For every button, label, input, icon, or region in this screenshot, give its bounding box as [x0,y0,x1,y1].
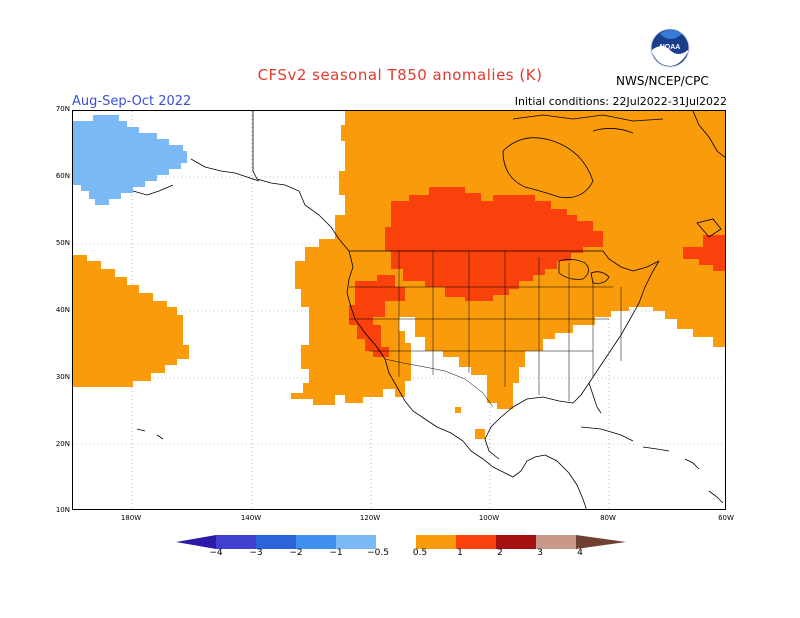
colorbar-tick-minus-half: −0.5 [367,548,389,558]
lat-label-30n: 30N [55,373,70,381]
strong-warm-anomaly-west-us [349,275,405,357]
anomaly-map [72,110,726,510]
lon-label-180w: 180W [120,514,142,522]
agency-label: NWS/NCEP/CPC [616,74,709,88]
lat-label-20n: 20N [55,440,70,448]
colorbar-segment-minus-4-to-minus-3 [216,535,256,549]
lon-label-100w: 100W [478,514,500,522]
initial-conditions-label: Initial conditions: 22Jul2022-31Jul2022 [514,95,727,108]
colorbar-segment-half-to-1 [416,535,456,549]
lat-label-50n: 50N [55,239,70,247]
warm-anomaly-pacific [73,255,189,387]
lon-label-60w: 60W [718,514,734,522]
coastlines [132,111,725,509]
colorbar-tick-4: 4 [577,548,583,558]
noaa-logo: NOAA [650,28,690,68]
colorbar-segment-below-minus-4 [176,535,216,549]
colorbar-segment-minus-3-to-minus-2 [256,535,296,549]
lat-label-70n: 70N [55,105,70,113]
lon-label-140w: 140W [240,514,262,522]
map-title: CFSv2 seasonal T850 anomalies (K) [257,66,543,84]
lat-label-10n: 10N [55,506,70,514]
colorbar-segment-2-to-3 [496,535,536,549]
lat-label-60n: 60N [55,172,70,180]
warm-anomaly-mexico-small-1 [455,407,461,413]
strong-warm-anomaly-central [385,187,603,301]
period-label: Aug-Sep-Oct 2022 [72,94,192,109]
colorbar-tick-minus-1: −1 [329,548,343,558]
state-borders [349,251,622,408]
warm-anomaly-baja [395,375,405,397]
colorbar-segment-3-to-4 [536,535,576,549]
colorbar-tick-3: 3 [537,548,543,558]
colorbar-segment-above-4 [576,535,626,549]
logo-text: NOAA [660,44,681,51]
cool-anomaly-bering [73,115,187,205]
strong-warm-anomaly-northeast [683,235,725,271]
colorbar-segment-minus-2-to-minus-1 [296,535,336,549]
colorbar-tick-1: 1 [457,548,463,558]
colorbar-tick-minus-3: −3 [249,548,263,558]
warm-anomaly-mexico-small-2 [475,429,485,439]
colorbar-tick-half: 0.5 [412,548,428,558]
lon-label-120w: 120W [359,514,381,522]
colorbar-segment-1-to-2 [456,535,496,549]
colorbar-segment-neutral [376,535,416,549]
colorbar-tick-2: 2 [497,548,503,558]
colorbar [176,534,628,553]
colorbar-segment-minus-1-to-minus-half [336,535,376,549]
colorbar-tick-minus-2: −2 [289,548,303,558]
colorbar-tick-minus-4: −4 [209,548,223,558]
lat-label-40n: 40N [55,306,70,314]
lon-label-80w: 80W [600,514,616,522]
